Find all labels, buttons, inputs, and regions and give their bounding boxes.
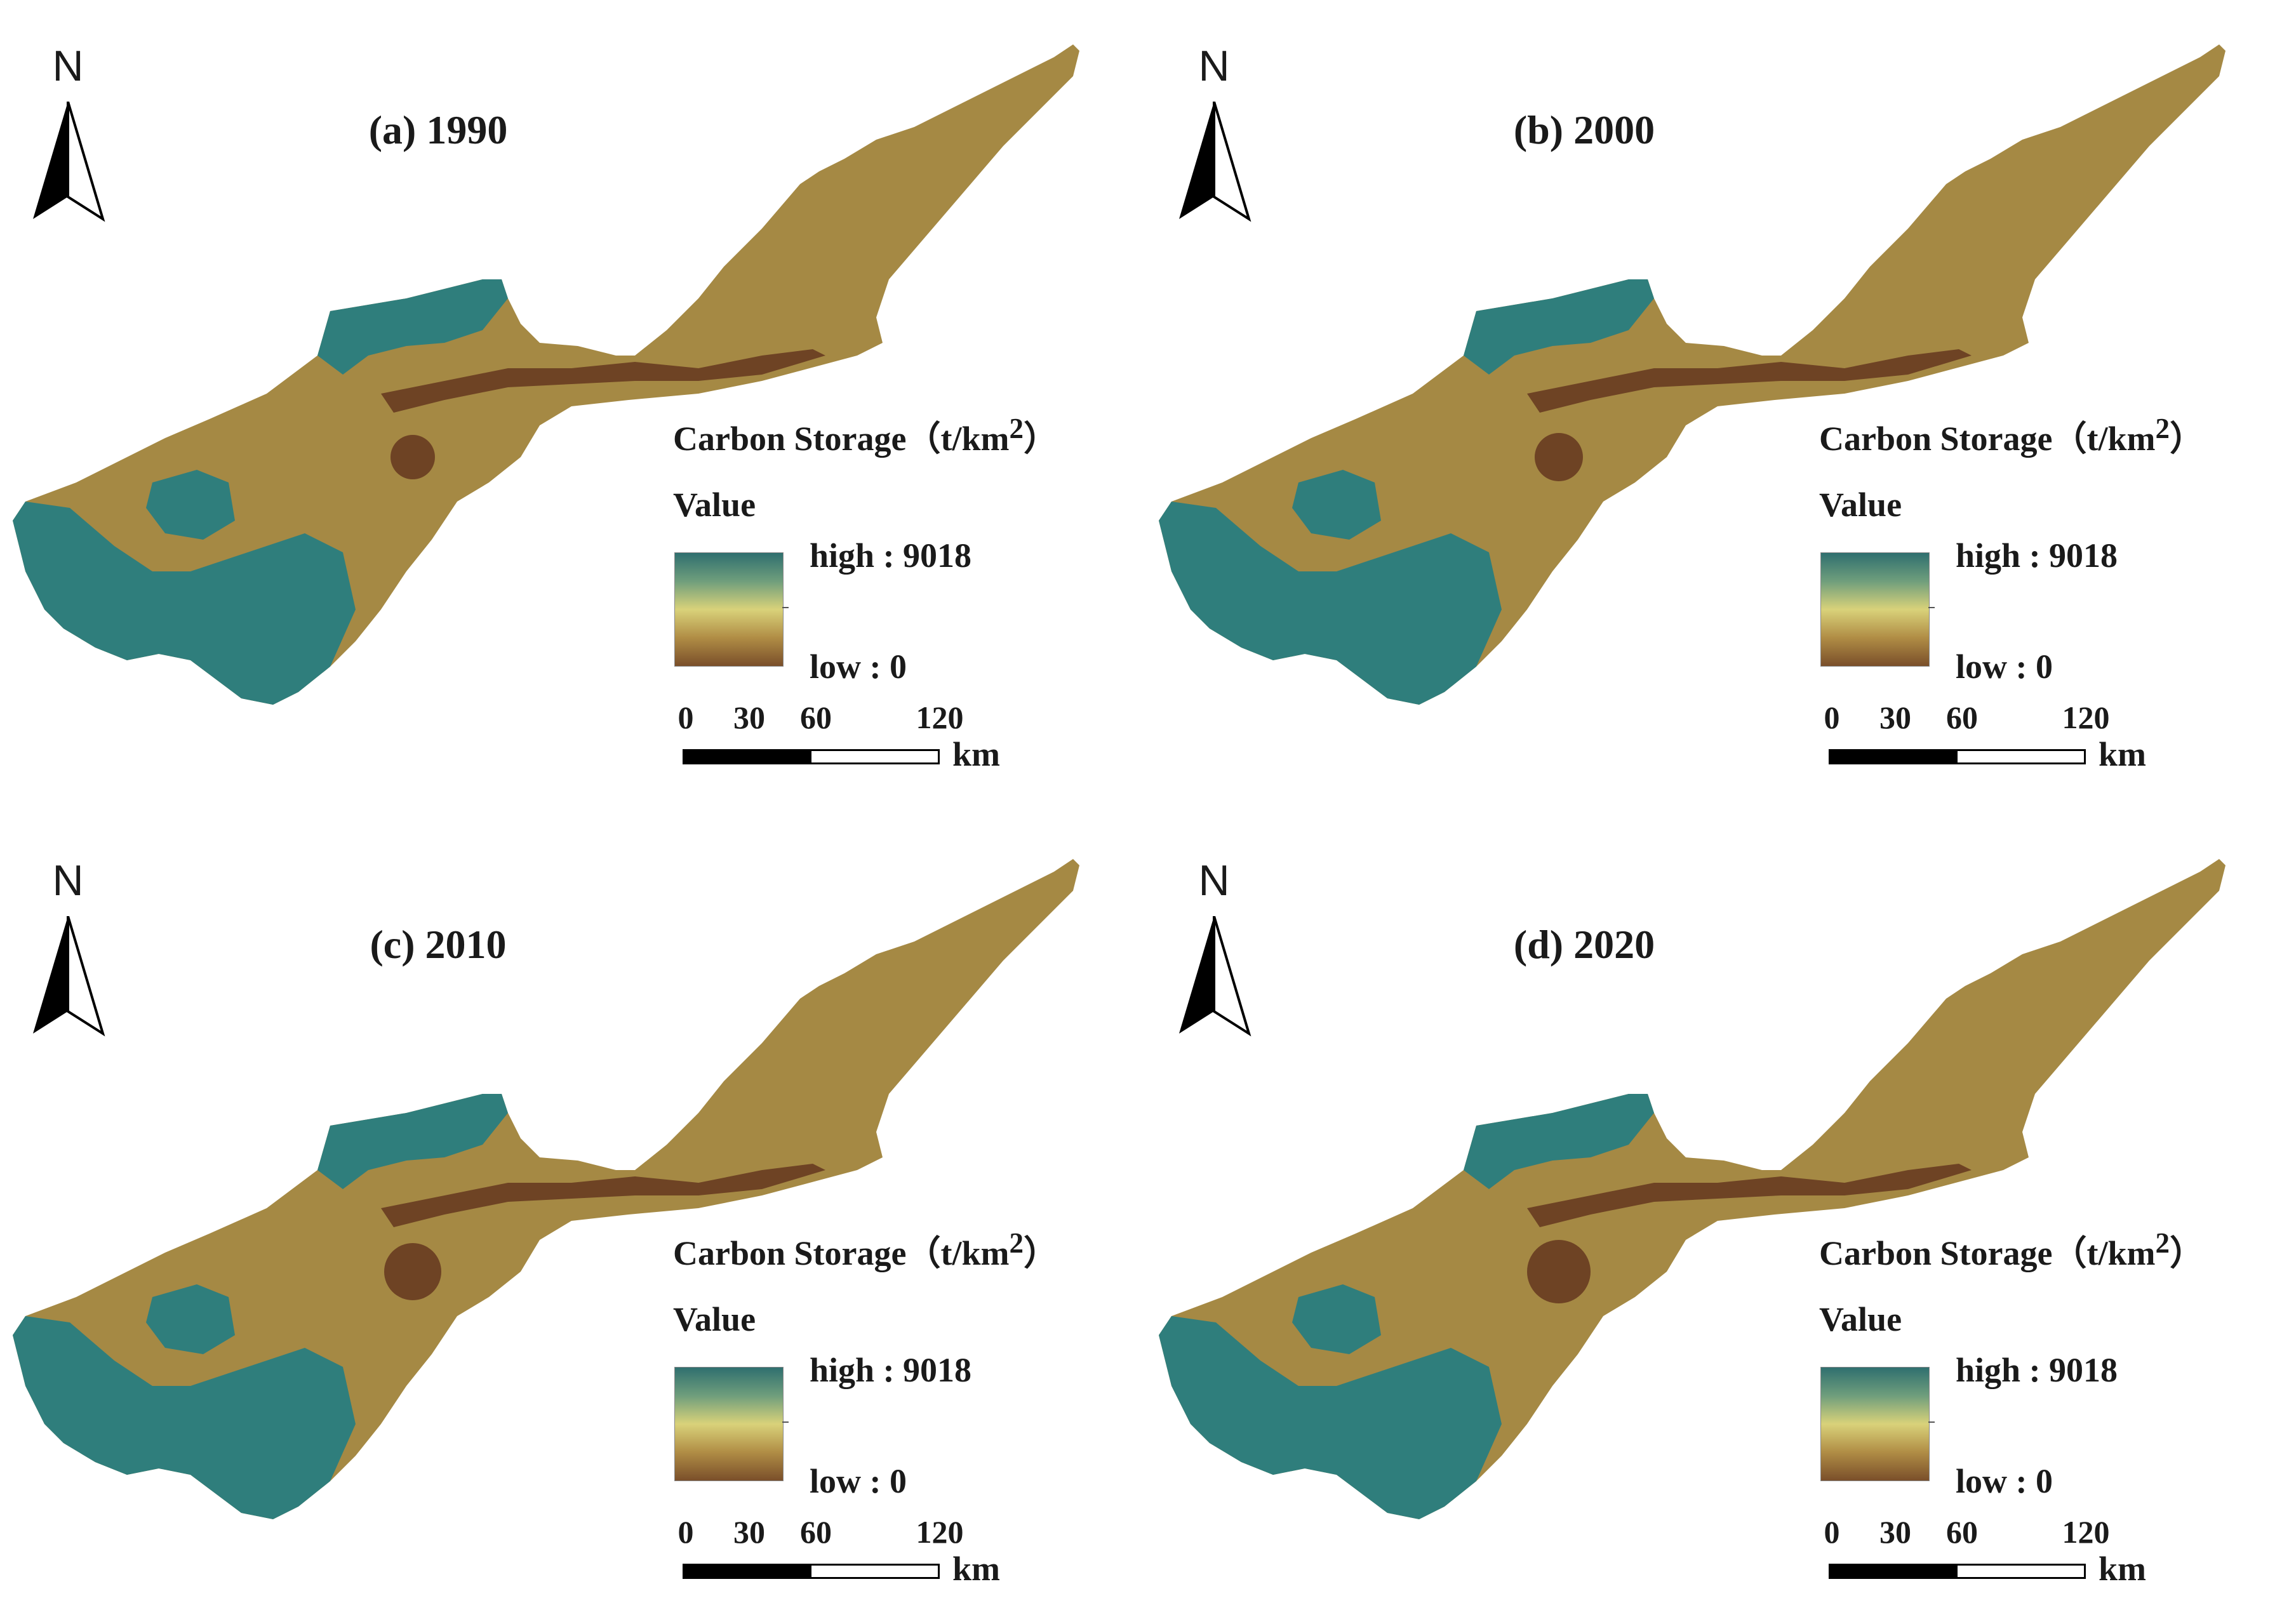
forest-zone-nw	[317, 279, 508, 375]
legend-value-heading: Value	[673, 1300, 756, 1338]
scale-tick-60: 60	[1946, 1514, 1978, 1550]
legend-value-heading: Value	[1819, 486, 1902, 524]
forest-zone-nw	[1464, 279, 1654, 375]
urban-core	[1527, 1240, 1591, 1303]
map-a	[13, 44, 1079, 705]
scale-tick-30: 30	[733, 1514, 765, 1550]
forest-zone-sw	[13, 1316, 356, 1519]
color-ramp	[674, 552, 784, 667]
north-arrow-icon	[33, 102, 105, 222]
north-arrow-icon	[33, 916, 105, 1037]
map-panel-c: N (c) 2010 Carbon Storage（t/km2） Value h…	[0, 815, 1143, 1624]
river-band	[381, 1164, 825, 1227]
legend-high: high : 9018	[810, 536, 972, 575]
scale-tick-120: 120	[916, 1514, 964, 1550]
panel-title: (d) 2020	[1513, 922, 1655, 967]
forest-zone-sw	[13, 502, 356, 705]
map-panel-a: N (a) 1990 Carbon Storage（t/km2） Value h…	[0, 0, 1143, 809]
north-arrow-icon	[1179, 916, 1251, 1037]
ramp-tick	[782, 607, 789, 608]
ramp-tick	[1928, 1421, 1935, 1423]
map-b	[1159, 44, 2226, 705]
north-arrow-icon	[1179, 102, 1251, 222]
north-arrow: N	[1173, 859, 1255, 1037]
color-ramp	[1820, 552, 1930, 667]
forest-zone-nw	[317, 1094, 508, 1189]
forest-zone-w	[146, 1284, 235, 1354]
ramp-tick	[782, 1421, 789, 1423]
scale-unit: km	[2099, 1550, 2147, 1588]
river-band	[1527, 349, 1972, 413]
legend-high: high : 9018	[810, 1351, 972, 1389]
north-arrow: N	[1173, 44, 1255, 222]
scale-tick-60: 60	[800, 1514, 832, 1550]
legend-low: low : 0	[1956, 1462, 2053, 1500]
north-arrow: N	[27, 44, 109, 222]
scale-tick-60: 60	[1946, 700, 1978, 735]
scale-tick-0: 0	[677, 700, 694, 735]
scale-tick-30: 30	[1879, 1514, 1911, 1550]
legend-title: Carbon Storage（t/km2）	[1819, 413, 2204, 458]
north-label: N	[1198, 856, 1230, 905]
legend-low: low : 0	[1956, 648, 2053, 686]
panel-title: (b) 2000	[1513, 107, 1655, 152]
forest-zone-nw	[1464, 1094, 1654, 1189]
river-band	[1527, 1164, 1972, 1227]
urban-core	[390, 435, 435, 479]
north-label: N	[52, 42, 84, 90]
scale-tick-120: 120	[2062, 700, 2110, 735]
scale-tick-0: 0	[1824, 1514, 1840, 1550]
legend-value-heading: Value	[673, 486, 756, 524]
scale-bar	[1829, 1564, 2086, 1579]
scale-bar	[683, 1564, 940, 1579]
forest-zone-sw	[1159, 502, 1502, 705]
scale-tick-120: 120	[2062, 1514, 2110, 1550]
forest-zone-sw	[1159, 1316, 1502, 1519]
river-band	[381, 349, 825, 413]
scale-unit: km	[952, 1550, 1001, 1588]
forest-zone-w	[1292, 470, 1381, 540]
legend-title: Carbon Storage（t/km2）	[673, 1227, 1058, 1272]
forest-zone-w	[146, 470, 235, 540]
scale-bar	[683, 749, 940, 764]
forest-zone-w	[1292, 1284, 1381, 1354]
legend-high: high : 9018	[1956, 536, 2118, 575]
scale-tick-30: 30	[1879, 700, 1911, 735]
north-arrow: N	[27, 859, 109, 1037]
legend-low: low : 0	[810, 1462, 907, 1500]
scale-tick-0: 0	[1824, 700, 1840, 735]
color-ramp	[1820, 1367, 1930, 1481]
north-label: N	[1198, 42, 1230, 90]
panel-title: (a) 1990	[368, 107, 508, 152]
map-panel-b: N (b) 2000 Carbon Storage（t/km2） Value h…	[1146, 0, 2289, 809]
scale-unit: km	[2099, 735, 2147, 773]
scale-tick-30: 30	[733, 700, 765, 735]
map-panel-d: N (d) 2020 Carbon Storage（t/km2） Value h…	[1146, 815, 2289, 1624]
scale-tick-60: 60	[800, 700, 832, 735]
legend-title: Carbon Storage（t/km2）	[1819, 1227, 2204, 1272]
legend-title: Carbon Storage（t/km2）	[673, 413, 1058, 458]
panel-title: (c) 2010	[370, 922, 507, 967]
map-d	[1159, 859, 2226, 1519]
legend-value-heading: Value	[1819, 1300, 1902, 1338]
ramp-tick	[1928, 607, 1935, 608]
legend-low: low : 0	[810, 648, 907, 686]
scale-bar	[1829, 749, 2086, 764]
color-ramp	[674, 1367, 784, 1481]
north-label: N	[52, 856, 84, 905]
scale-unit: km	[952, 735, 1001, 773]
map-c	[13, 859, 1079, 1519]
scale-tick-120: 120	[916, 700, 964, 735]
legend-high: high : 9018	[1956, 1351, 2118, 1389]
urban-core	[1535, 433, 1583, 481]
scale-tick-0: 0	[677, 1514, 694, 1550]
urban-core	[384, 1243, 441, 1300]
